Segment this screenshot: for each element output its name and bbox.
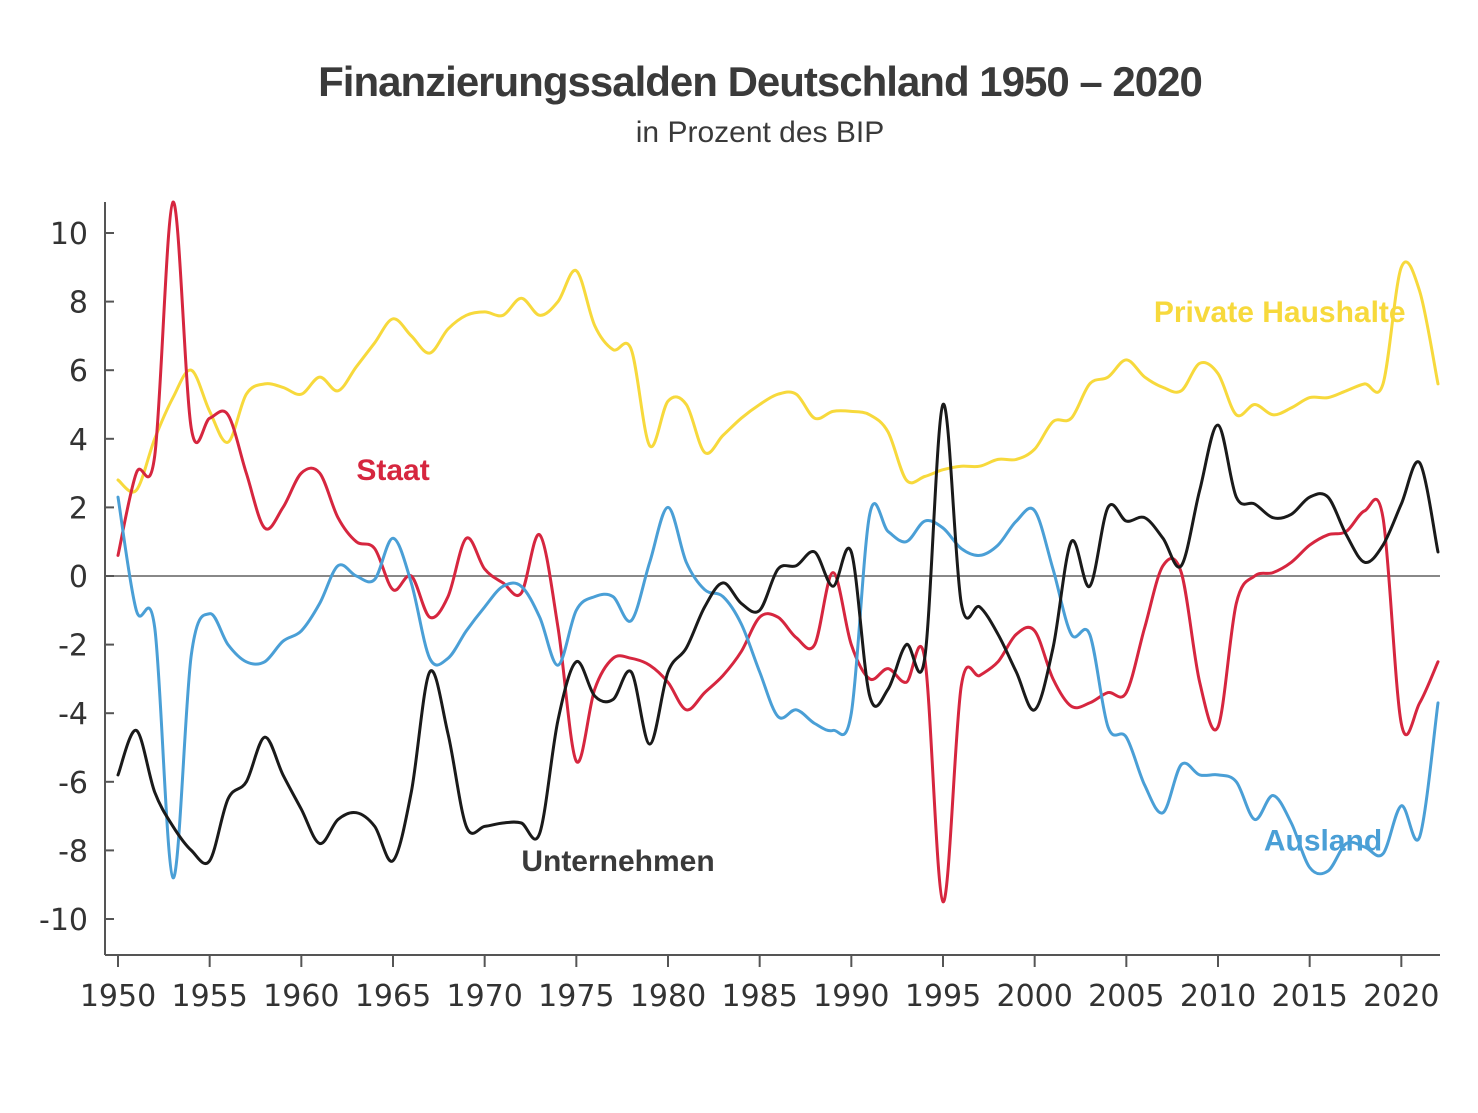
- series-labels: Private Haushalte Staat Ausland Unternehmen: [356, 296, 1405, 878]
- series-line-private-haushalte: [116, 260, 1440, 494]
- y-tick-label: -6: [58, 766, 88, 801]
- x-tick-label: 2015: [1271, 979, 1347, 1014]
- x-tick-label: 1980: [630, 979, 706, 1014]
- x-tick-label: 1960: [263, 979, 339, 1014]
- x-tick-label: 2010: [1180, 979, 1256, 1014]
- x-tick-label: 1975: [538, 979, 614, 1014]
- y-tick-label: 2: [69, 491, 88, 526]
- y-tick-label: 0: [69, 560, 88, 595]
- x-tick-label: 1970: [446, 979, 522, 1014]
- series-label-unternehmen: Unternehmen: [521, 845, 714, 878]
- x-tick-label: 1995: [905, 979, 981, 1014]
- y-tick-label: -10: [39, 903, 88, 938]
- series-label-private-haushalte: Private Haushalte: [1154, 296, 1406, 329]
- series-label-staat: Staat: [356, 454, 429, 487]
- y-tick-label: 4: [69, 423, 88, 458]
- y-tick-label: -4: [58, 697, 88, 732]
- y-tick-label: 6: [69, 354, 88, 389]
- x-tick-labels: 1950 1955 1960 1965 1970 1975 1980 1985 1990 1995…: [80, 955, 1440, 1014]
- series-line-unternehmen: [116, 402, 1440, 865]
- series-label-ausland: Ausland: [1264, 824, 1382, 857]
- x-tick-label: 1955: [171, 979, 247, 1014]
- series-lines: [116, 200, 1440, 904]
- y-tick-label: -2: [58, 629, 88, 664]
- x-tick-label: 2020: [1363, 979, 1439, 1014]
- x-tick-label: 1985: [721, 979, 797, 1014]
- y-tick-label: -8: [58, 834, 88, 869]
- y-tick-labels: 10 8 6 4 2 0 -2 -4 -6 -8 -10: [39, 217, 114, 938]
- chart-subtitle: in Prozent des BIP: [635, 116, 885, 149]
- chart-title: Finanzierungssalden Deutschland 1950 – 2…: [318, 58, 1203, 105]
- x-tick-label: 1990: [813, 979, 889, 1014]
- x-tick-label: 1950: [80, 979, 156, 1014]
- x-tick-label: 2000: [996, 979, 1072, 1014]
- series-line-ausland: [116, 495, 1440, 880]
- y-tick-label: 10: [50, 217, 88, 252]
- x-tick-label: 2005: [1088, 979, 1164, 1014]
- series-line-staat: [116, 200, 1440, 904]
- y-tick-label: 8: [69, 286, 88, 321]
- x-tick-label: 1965: [355, 979, 431, 1014]
